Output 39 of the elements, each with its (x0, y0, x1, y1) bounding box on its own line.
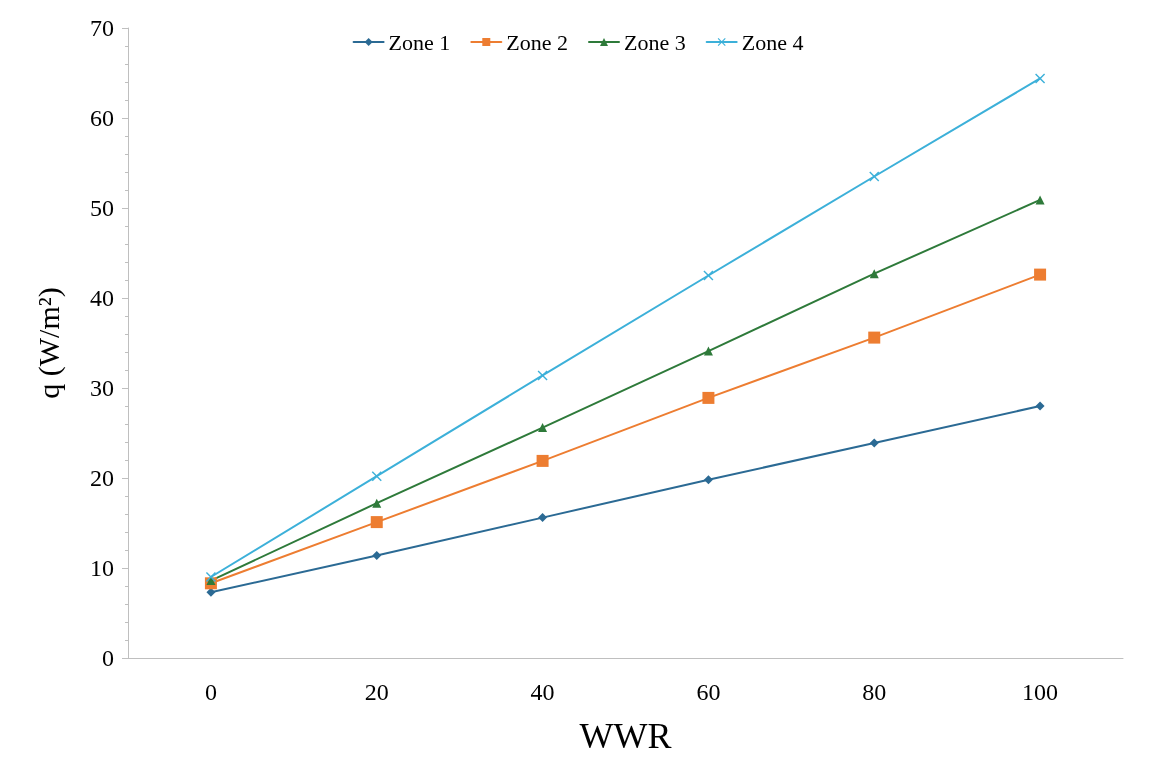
point (1034, 268, 1047, 281)
y-tick-label: 0 (102, 645, 114, 671)
point (205, 572, 216, 582)
point (703, 270, 714, 281)
point (371, 471, 382, 482)
point (1035, 401, 1045, 411)
point (702, 391, 715, 404)
point (869, 171, 880, 182)
x-tick-label: 40 (530, 679, 555, 705)
y-tick-label: 20 (90, 465, 114, 491)
y-tick-label: 60 (90, 105, 114, 131)
point (869, 438, 879, 448)
point (372, 498, 382, 508)
y-tick-label: 30 (90, 375, 114, 401)
point (703, 475, 713, 485)
y-tick-label: 70 (90, 15, 114, 41)
legend-label: Zone 2 (506, 29, 568, 55)
point (868, 331, 881, 344)
point (538, 513, 548, 523)
point (372, 550, 382, 560)
point (536, 454, 549, 467)
x-tick-label: 100 (1022, 679, 1059, 705)
x-tick-label: 80 (862, 679, 887, 705)
legend-label: Zone 3 (624, 29, 686, 55)
legend-label: Zone 1 (388, 29, 451, 55)
x-axis-title: WWR (579, 716, 672, 756)
y-tick-label: 40 (90, 285, 114, 311)
point (1035, 73, 1046, 84)
x-tick-label: 60 (696, 679, 721, 705)
y-tick-label: 10 (90, 555, 114, 581)
point (538, 423, 548, 433)
point (703, 346, 713, 356)
y-axis-title: q (W/m²) (31, 287, 66, 399)
x-tick-label: 0 (204, 679, 217, 705)
legend-label: Zone 4 (741, 29, 804, 55)
point (370, 516, 383, 529)
y-tick-label: 50 (90, 195, 114, 221)
point (537, 370, 548, 381)
x-tick-label: 20 (364, 679, 389, 705)
